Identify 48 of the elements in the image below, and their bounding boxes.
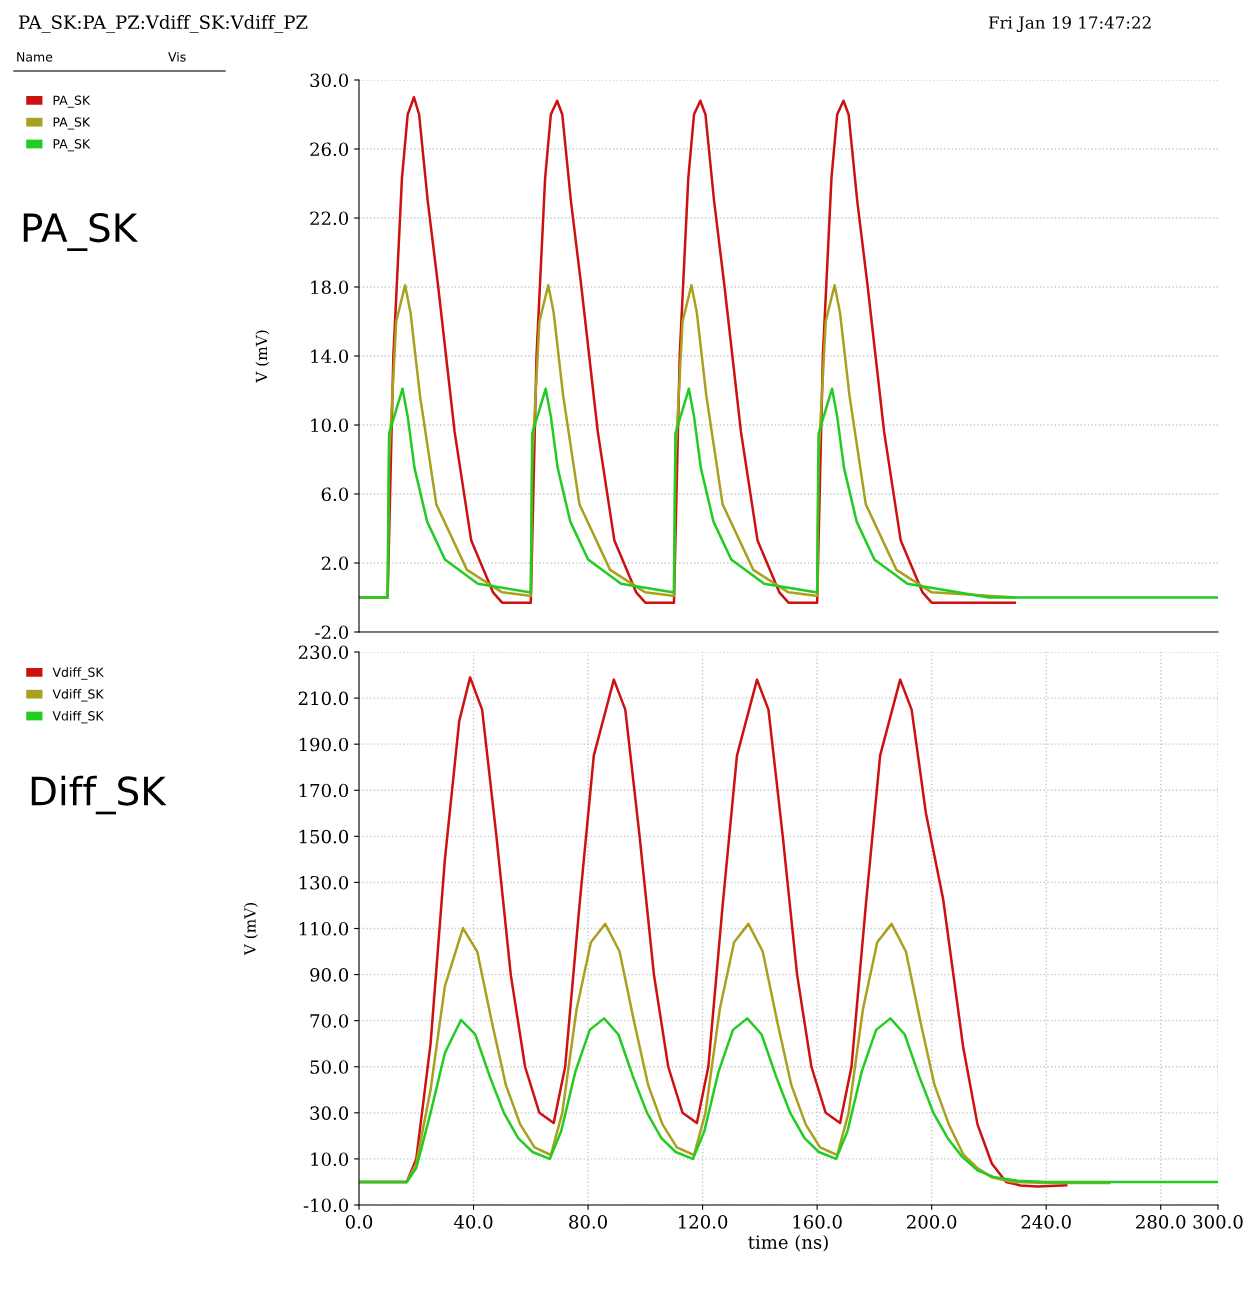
y-tick-label: -2.0 bbox=[315, 625, 349, 640]
y-tick-label: 18.0 bbox=[311, 280, 349, 295]
y-tick-label: 70.0 bbox=[310, 1014, 349, 1028]
text: PA_SK bbox=[23, 212, 139, 252]
y-tick-label: 190.0 bbox=[299, 737, 349, 752]
x-tick-label: 160.0 bbox=[793, 1215, 842, 1229]
y-tick-label: 90.0 bbox=[310, 968, 349, 982]
text: Vis bbox=[168, 51, 186, 62]
y-tick-label: 30.0 bbox=[310, 73, 349, 88]
x-tick-label: 0.0 bbox=[345, 1215, 373, 1229]
x-tick-label: 40.0 bbox=[453, 1215, 493, 1229]
y-tick-label: 6.0 bbox=[321, 487, 349, 502]
y-tick-label: 170.0 bbox=[299, 783, 349, 798]
y-tick-label: -10.0 bbox=[303, 1198, 349, 1213]
x-tick-label: 120.0 bbox=[678, 1215, 728, 1229]
legend-label: Vdiff_SK bbox=[52, 689, 104, 702]
x-tick-label: 200.0 bbox=[907, 1215, 957, 1229]
text: PA_SK:PA_PZ:Vdiff_SK:Vdiff_PZ bbox=[19, 15, 308, 33]
y-axis-title: V (mV) bbox=[243, 903, 258, 956]
y-tick-label: 22.0 bbox=[310, 211, 349, 226]
y-tick-label: 30.0 bbox=[310, 1106, 349, 1120]
y-tick-label: 110.0 bbox=[299, 921, 349, 936]
x-axis-title: time (ns) bbox=[748, 1234, 828, 1252]
legend-label: Vdiff_SK bbox=[52, 710, 104, 724]
legend-label: PA_SK bbox=[53, 117, 91, 130]
y-tick-label: 14.0 bbox=[311, 349, 349, 364]
y-tick-label: 26.0 bbox=[310, 142, 349, 157]
y-tick-label: 230.0 bbox=[298, 645, 349, 660]
x-tick-label: 80.0 bbox=[569, 1215, 607, 1229]
x-tick-label: 300.0 bbox=[1193, 1215, 1243, 1229]
text: Name bbox=[17, 52, 53, 62]
legend-label: Vdiff_SK bbox=[52, 667, 104, 680]
y-tick-label: 10.0 bbox=[311, 1152, 349, 1167]
text: Fri Jan 19 17:47:22 bbox=[988, 16, 1151, 33]
legend-label: PA_SK bbox=[53, 95, 91, 108]
x-tick-label: 240.0 bbox=[1021, 1215, 1071, 1229]
y-tick-label: 50.0 bbox=[310, 1060, 349, 1074]
legend-label: PA_SK bbox=[53, 139, 91, 152]
line-series bbox=[359, 1017, 1218, 1184]
y-tick-label: 10.0 bbox=[311, 418, 349, 433]
y-tick-label: 150.0 bbox=[299, 829, 349, 844]
text: Diff_SK bbox=[31, 775, 167, 815]
y-tick-label: 2.0 bbox=[321, 556, 349, 571]
x-tick-label: 280.0 bbox=[1136, 1215, 1186, 1229]
y-axis-title: V (mV) bbox=[255, 330, 270, 383]
line-series bbox=[359, 387, 1218, 599]
y-tick-label: 130.0 bbox=[299, 875, 349, 890]
y-tick-label: 210.0 bbox=[298, 691, 349, 706]
